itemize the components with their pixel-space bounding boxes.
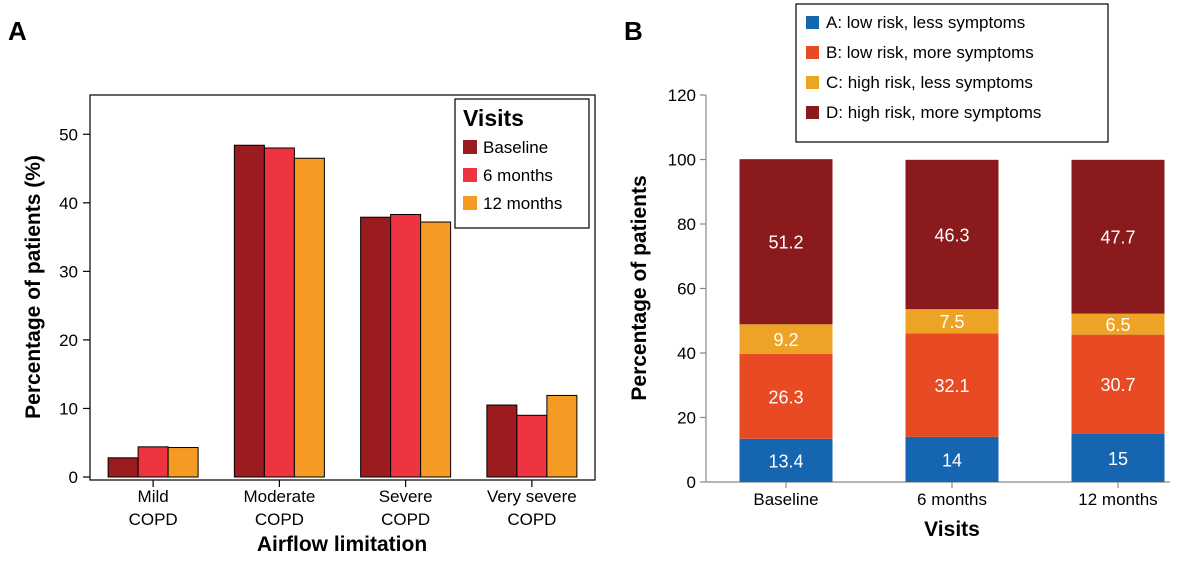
- chart-a-x-axis-title: Airflow limitation: [257, 533, 427, 556]
- chart-a: 0 10 20 30 40 50 Mild COPD Moderate COPD Severe CO…: [22, 94, 596, 556]
- chart-a-bar-2-0: [167, 447, 199, 478]
- chart-b-segment-label: 30.7: [1100, 375, 1135, 395]
- chart-b-y-tick-label: 120: [668, 86, 696, 105]
- chart-a-legend-swatch: [463, 140, 477, 154]
- chart-b-y-tick-label: 0: [687, 473, 696, 492]
- chart-a-legend-swatch: [463, 196, 477, 210]
- chart-a-bar-2-2: [420, 221, 452, 478]
- chart-b-segment-label: 47.7: [1100, 228, 1135, 248]
- chart-b-x-tick-label: 12 months: [1078, 490, 1157, 509]
- chart-b-segment-label: 9.2: [773, 330, 798, 350]
- chart-b-segment-2-2: [1071, 313, 1165, 335]
- chart-b-y-tick-label: 20: [677, 409, 696, 428]
- chart-b-y-tick-label: 40: [677, 344, 696, 363]
- chart-b-legend-label: B: low risk, more symptoms: [826, 43, 1034, 62]
- chart-b-segment-1-2: [1071, 334, 1165, 434]
- chart-b-segment-3-2: [1071, 159, 1165, 314]
- chart-a-x-tick-label: Mild: [138, 487, 169, 506]
- chart-b-segment-label: 51.2: [768, 233, 803, 253]
- chart-a-y-tick-label: 20: [59, 331, 78, 350]
- chart-a-legend-label: Baseline: [483, 138, 548, 157]
- chart-b-y-tick-label: 60: [677, 280, 696, 299]
- chart-b-legend-label: C: high risk, less symptoms: [826, 73, 1033, 92]
- chart-b-x-tick-label: 6 months: [917, 490, 987, 509]
- panel-b-letter: B: [624, 16, 643, 46]
- chart-b-legend-box: [795, 3, 1109, 143]
- chart-b-legend-swatch: [806, 76, 819, 89]
- chart-a-legend: Visits Baseline 6 months 12 months: [454, 98, 590, 229]
- chart-b-y-axis-title: Percentage of patients: [628, 175, 651, 400]
- chart-a-x-tick-label: Severe: [379, 487, 433, 506]
- chart-b-segment-label: 32.1: [934, 376, 969, 396]
- chart-b-segment-label: 6.5: [1105, 315, 1130, 335]
- chart-a-bar-1-2: [390, 213, 422, 478]
- chart-b: 0 20 40 60 80 100 120 13.4 26.3 9.2 51.2 14 32.1 7.5…: [628, 3, 1170, 541]
- chart-b-segment-3-1: [905, 159, 999, 310]
- chart-b-y-tick-label: 100: [668, 151, 696, 170]
- chart-b-segment-2-1: [905, 309, 999, 334]
- chart-a-x-tick-label: Moderate: [243, 487, 315, 506]
- chart-a-y-tick-label: 0: [69, 468, 78, 487]
- panel-a-letter: A: [8, 16, 27, 46]
- chart-a-bar-2-1: [293, 157, 325, 478]
- chart-a-x-tick-label: COPD: [255, 510, 304, 529]
- chart-b-segment-label: 14: [942, 450, 962, 470]
- chart-a-y-tick-label: 10: [59, 399, 78, 418]
- chart-b-segment-label: 15: [1108, 449, 1128, 469]
- chart-a-bar-0-0: [107, 457, 139, 478]
- chart-b-segment-1-1: [905, 333, 999, 437]
- chart-b-segment-1-0: [739, 353, 833, 439]
- chart-a-x-tick-label: COPD: [129, 510, 178, 529]
- chart-b-x-tick-label: Baseline: [753, 490, 818, 509]
- chart-a-bar-0-2: [360, 216, 392, 478]
- chart-b-legend-label: A: low risk, less symptoms: [826, 13, 1025, 32]
- chart-a-bar-0-1: [233, 144, 265, 478]
- chart-a-legend-label: 6 months: [483, 166, 553, 185]
- chart-a-legend-swatch: [463, 168, 477, 182]
- chart-b-segment-label: 7.5: [939, 312, 964, 332]
- chart-a-y-tick-label: 40: [59, 194, 78, 213]
- chart-a-y-tick-label: 30: [59, 262, 78, 281]
- chart-a-bar-0-3: [486, 404, 518, 478]
- chart-a-bar-1-3: [516, 414, 548, 478]
- chart-a-legend-label: 12 months: [483, 194, 562, 213]
- chart-b-x-axis-title: Visits: [924, 518, 980, 541]
- chart-b-segment-label: 26.3: [768, 387, 803, 407]
- chart-a-legend-box: [454, 98, 590, 229]
- chart-b-segment-3-0: [739, 159, 833, 325]
- chart-a-x-tick-label: Very severe: [487, 487, 577, 506]
- chart-a-legend-title: Visits: [463, 105, 524, 131]
- chart-b-segment-2-0: [739, 324, 833, 354]
- chart-b-legend-swatch: [806, 106, 819, 119]
- chart-a-x-tick-label: COPD: [381, 510, 430, 529]
- chart-a-y-axis-title: Percentage of patients (%): [22, 155, 45, 419]
- chart-b-segment-0-0: [739, 438, 833, 482]
- chart-b-y-tick-label: 80: [677, 215, 696, 234]
- chart-b-segment-0-2: [1071, 433, 1165, 482]
- chart-b-segment-label: 46.3: [934, 225, 969, 245]
- chart-b-legend-swatch: [806, 46, 819, 59]
- chart-b-segment-0-1: [905, 436, 999, 482]
- chart-b-segment-label: 13.4: [768, 451, 803, 471]
- chart-a-bar-2-3: [546, 394, 578, 478]
- chart-a-y-tick-label: 50: [59, 125, 78, 144]
- chart-b-legend-label: D: high risk, more symptoms: [826, 103, 1041, 122]
- chart-b-legend: A: low risk, less symptoms B: low risk, m…: [795, 3, 1109, 143]
- chart-b-legend-swatch: [806, 16, 819, 29]
- chart-a-x-tick-label: COPD: [507, 510, 556, 529]
- chart-a-bar-1-1: [263, 147, 295, 478]
- chart-a-bar-1-0: [137, 446, 169, 478]
